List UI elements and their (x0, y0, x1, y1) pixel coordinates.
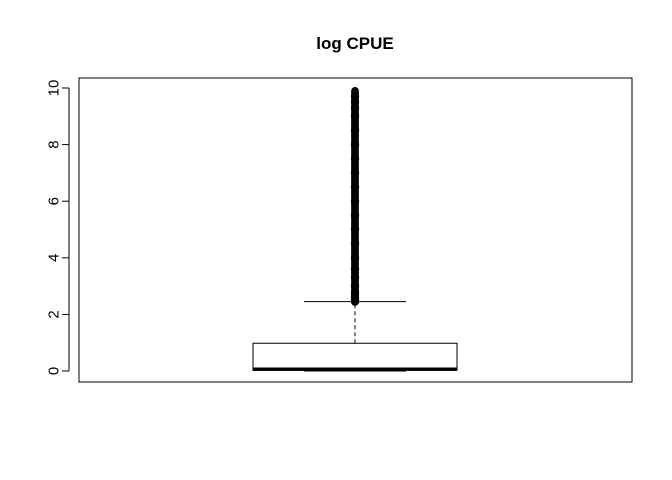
outlier-point (350, 140, 360, 149)
y-tick-label: 0 (45, 367, 62, 375)
outlier-point (350, 182, 360, 192)
outlier-point (350, 92, 360, 101)
y-axis-ticks: 0 2 4 6 8 10 (45, 80, 69, 375)
outlier-point (350, 293, 360, 302)
outlier-point (350, 225, 360, 234)
y-tick-label: 6 (45, 197, 62, 205)
outlier-point (350, 196, 360, 206)
y-tick-label: 10 (45, 80, 62, 97)
outlier-point (350, 112, 360, 121)
outlier-point (350, 281, 360, 291)
outlier-point (350, 126, 360, 135)
boxplot-layer (252, 87, 458, 372)
outlier-point (350, 253, 360, 262)
y-tick-label: 4 (45, 254, 62, 262)
outlier-point (350, 168, 360, 178)
outlier-point (350, 97, 360, 107)
outlier-point (350, 103, 360, 113)
outlier-point (350, 239, 360, 248)
outlier-point (350, 287, 360, 296)
box-iqr (252, 342, 458, 371)
y-tick-label: 8 (45, 140, 62, 148)
outlier-point (350, 154, 360, 163)
outlier-point (351, 87, 359, 95)
y-tick-label: 2 (45, 310, 62, 318)
outlier-points (350, 87, 360, 306)
plot-frame (78, 77, 633, 383)
outlier-point (350, 264, 360, 274)
outlier-point (350, 290, 360, 299)
outlier-point (350, 273, 360, 282)
chart-title: log CPUE (316, 34, 393, 53)
outlier-point (350, 211, 360, 220)
